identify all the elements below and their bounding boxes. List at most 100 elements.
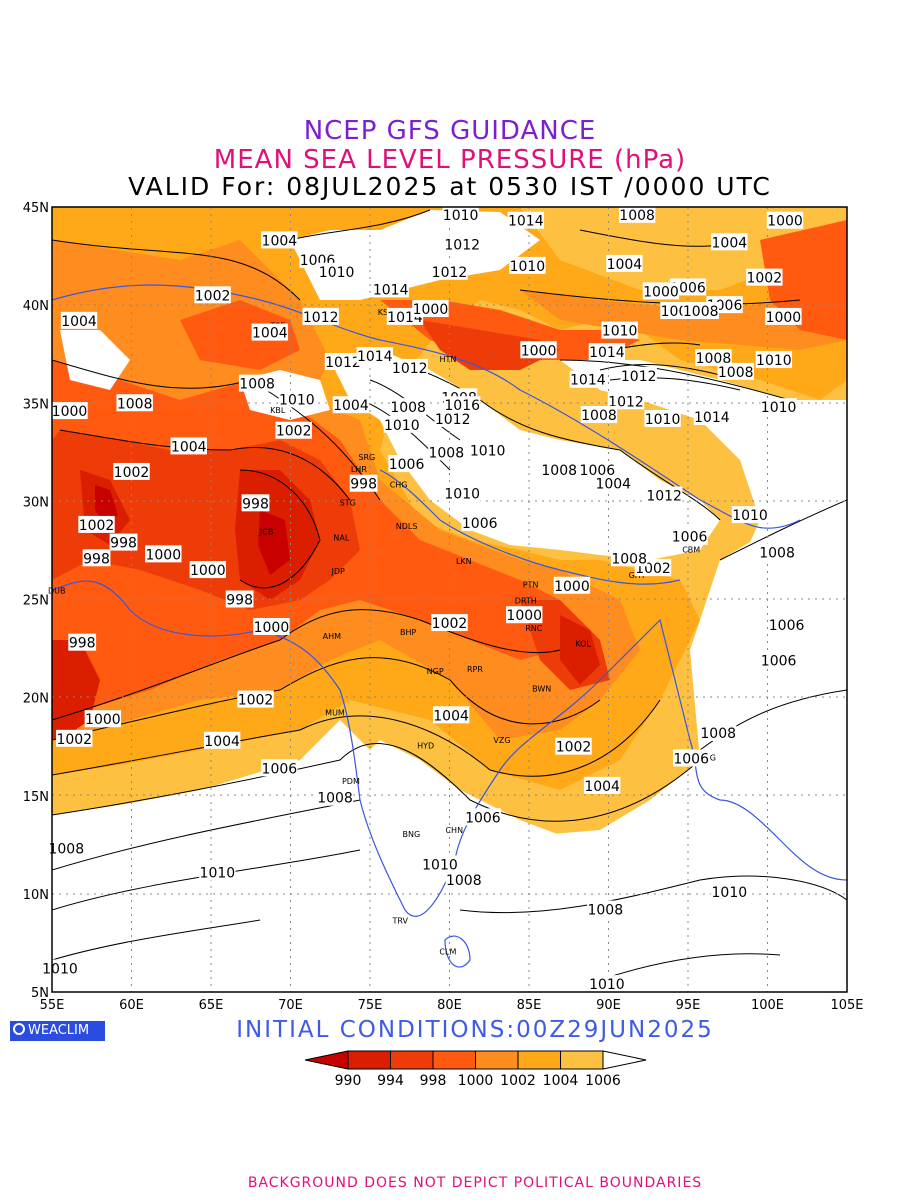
city-label: CBM <box>682 545 700 554</box>
colorbar-segment <box>347 1050 391 1070</box>
isobar-label-text: 1010 <box>712 885 748 901</box>
lon-label: 100E <box>751 998 784 1013</box>
isobar-label-text: 1006 <box>761 653 797 669</box>
isobar-label: 1002 <box>431 614 468 632</box>
isobar-label: 1004 <box>203 731 241 750</box>
isobar-label-text: 1010 <box>42 961 78 977</box>
isobar-label-bg <box>755 351 793 369</box>
isobar-label-text: 1000 <box>767 214 803 230</box>
isobar-label: 1014 <box>356 347 393 365</box>
isobar-label-bg <box>275 421 312 439</box>
city-label: HTN <box>439 355 456 364</box>
isobar-label-text: 1008 <box>759 545 795 561</box>
isobar-label-bg <box>464 808 502 826</box>
isobar-label: 1008 <box>717 362 754 381</box>
colorbar-label: 990 <box>335 1073 362 1089</box>
isobar-label: 1000 <box>506 606 543 624</box>
city-label: KSH <box>378 308 394 317</box>
isobar-label: 1010 <box>278 390 316 408</box>
isobar-label-bg <box>601 321 638 339</box>
isobar-label: 1010 <box>444 484 481 503</box>
isobar-label-bg <box>431 262 468 280</box>
isobar-label-bg <box>506 606 543 624</box>
lat-label: 5N <box>31 986 49 1001</box>
isobar-label-bg <box>241 494 270 512</box>
isobar-label-bg <box>78 515 115 533</box>
isobar-label-text: 1010 <box>732 508 768 524</box>
isobar-label: 1008 <box>758 543 796 561</box>
logo-ring-icon <box>13 1023 25 1035</box>
city-label: RNC <box>525 624 543 633</box>
isobar-label-text: 1012 <box>392 361 428 377</box>
isobar-label-text: 1002 <box>114 465 150 481</box>
isobar-label: 1006 <box>671 527 708 546</box>
isobar-label-text: 1000 <box>521 343 557 359</box>
isobar-label: 1010 <box>469 441 506 459</box>
isobar-label-text: 1002 <box>276 424 312 440</box>
isobar-label-bg <box>388 455 425 473</box>
isobar-label-text: 1006 <box>389 457 425 473</box>
isobar-label: 1012 <box>391 358 428 377</box>
isobar-label-text: 1010 <box>444 487 480 503</box>
city-label: SRG <box>358 453 375 462</box>
isobar-label: 1008 <box>238 374 276 393</box>
isobar-label: 1004 <box>170 437 207 455</box>
isobar-label-text: 1002 <box>195 288 231 304</box>
isobar-label-bg <box>717 362 754 380</box>
isobar-label: 1002 <box>194 286 231 304</box>
isobar-label-text: 1012 <box>432 265 468 281</box>
isobar-label-text: 1010 <box>443 208 479 224</box>
isobar-label: 1006 <box>579 460 616 479</box>
isobar-label: 1010 <box>509 256 546 275</box>
isobar-label: 1002 <box>113 462 150 481</box>
isobar-label-bg <box>693 407 731 425</box>
isobar-label: 1012 <box>444 235 481 253</box>
city-label: CHG <box>390 481 408 490</box>
isobar-label-bg <box>700 723 737 741</box>
isobar-label-bg <box>768 616 805 634</box>
isobar-label-bg <box>82 549 111 567</box>
lat-label: 45N <box>23 201 49 216</box>
isobar-label-text: 1014 <box>694 410 730 426</box>
isobar-label-text: 1008 <box>700 726 736 742</box>
city-label: KOL <box>575 640 591 649</box>
isobar-label-text: 1010 <box>319 265 355 281</box>
isobar-label-bg <box>555 737 592 755</box>
isobar-label: 1008 <box>682 302 719 320</box>
isobar-label-text: 1000 <box>554 579 590 595</box>
isobar-label: 1002 <box>275 421 312 440</box>
isobar-label-bg <box>412 300 449 318</box>
isobar-label-text: 1008 <box>239 377 275 393</box>
city-label: BWN <box>532 685 551 694</box>
lat-label: 20N <box>23 692 49 707</box>
city-label: KBL <box>270 406 286 415</box>
isobar-label: 1012 <box>645 486 683 504</box>
isobar-label: 1010 <box>421 855 459 873</box>
lon-label: 105E <box>830 998 863 1013</box>
isobar-label-bg <box>595 474 632 492</box>
isobar-label-bg <box>261 759 298 777</box>
isobar-label: 1010 <box>318 262 355 281</box>
isobar-label: 1000 <box>145 545 182 563</box>
isobar-label-text: 1008 <box>619 208 655 224</box>
city-label: JDP <box>331 567 346 576</box>
isobar-label-bg <box>278 390 316 408</box>
isobar-label-bg <box>587 900 624 918</box>
isobar-label-bg <box>428 443 465 461</box>
isobar-label-bg <box>84 710 122 728</box>
city-label: TRV <box>391 916 408 925</box>
isobar-label-bg <box>253 617 290 635</box>
isobar-label-text: 1000 <box>52 404 88 420</box>
isobar-label-bg <box>444 396 481 414</box>
isobar-label-text: 1012 <box>444 237 480 253</box>
isobar-label-text: 1004 <box>204 734 240 750</box>
colorbar-segment <box>304 1050 349 1070</box>
isobar-label-bg <box>760 398 797 416</box>
isobar-label-text: 1012 <box>303 310 339 326</box>
isobar-label: 1000 <box>189 561 227 579</box>
isobar-label-text: 1012 <box>621 369 657 385</box>
isobar-label-bg <box>56 729 93 747</box>
isobar-label: 1002 <box>56 729 93 748</box>
isobar-label-text: 1014 <box>570 373 606 389</box>
isobar-label-text: 1008 <box>581 408 617 424</box>
